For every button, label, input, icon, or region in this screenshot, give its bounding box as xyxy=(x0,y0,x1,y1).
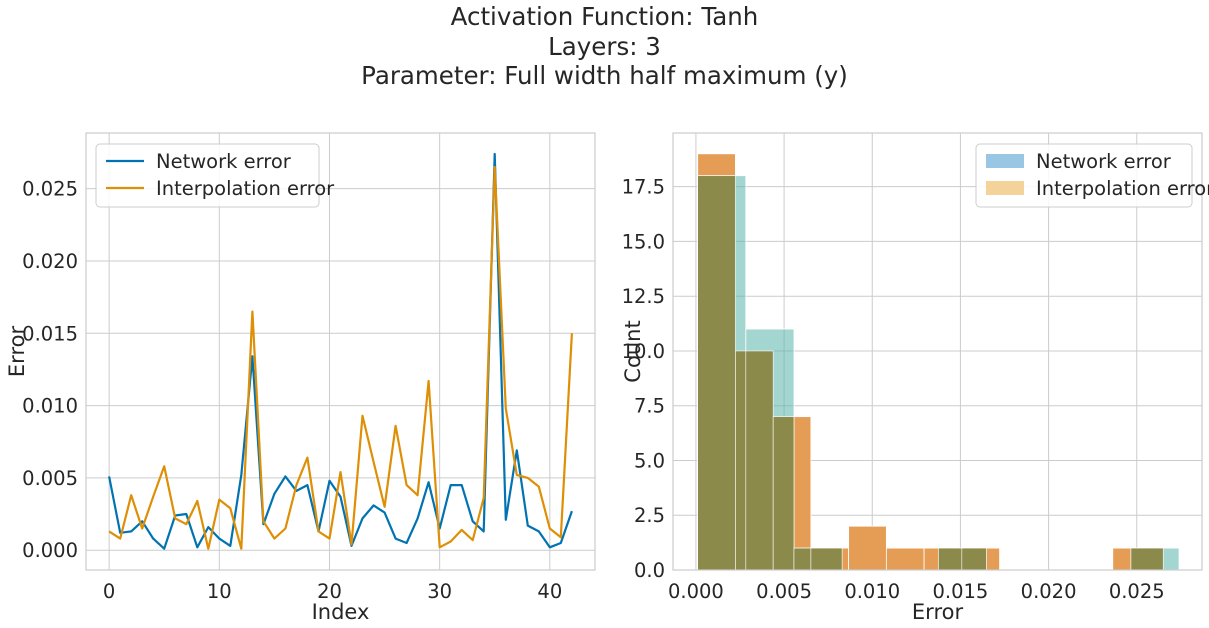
x-tick-label: 40 xyxy=(537,580,562,603)
x-tick-label: 0.020 xyxy=(1021,580,1077,603)
y-tick-label: 0.005 xyxy=(22,467,78,490)
x-axis-label: Index xyxy=(312,600,370,624)
legend-box xyxy=(95,143,320,208)
y-tick-label: 0.0 xyxy=(634,559,665,582)
legend-label: Interpolation error xyxy=(156,177,335,200)
x-tick-label: 0.010 xyxy=(844,580,900,603)
suptitle-line-layers: Layers: 3 xyxy=(548,31,661,61)
x-tick-label: 0.015 xyxy=(933,580,989,603)
y-axis-label: Count xyxy=(621,320,645,382)
legend-swatch xyxy=(986,154,1024,168)
x-tick-label: 0 xyxy=(103,580,115,603)
x-tick-label: 0.025 xyxy=(1109,580,1165,603)
legend-swatch xyxy=(986,181,1024,195)
x-tick-label: 20 xyxy=(317,580,342,603)
y-axis-label: Error xyxy=(5,326,29,378)
legend-label: Network error xyxy=(156,150,292,173)
x-axis-label: Error xyxy=(912,600,964,624)
error-histogram: 0.000 0.005 0.010 0.015 0.020 0.025 0.0 2.5 5.0 7… xyxy=(621,132,1209,624)
y-tick-label: 7.5 xyxy=(634,395,665,418)
legend-label: Interpolation error xyxy=(1036,177,1209,200)
y-tick-label: 0.000 xyxy=(22,539,78,562)
axes-frame xyxy=(672,132,1203,571)
legend-box xyxy=(975,143,1193,208)
suptitle-line-activation: Activation Function: Tanh xyxy=(450,2,759,31)
histogram-bar-interpolation-error xyxy=(885,547,925,571)
histogram-overlap xyxy=(793,547,812,571)
figure-suptitle: Activation Function: Tanh Layers: 3 Para… xyxy=(0,2,1209,91)
y-tick-label: 0.025 xyxy=(22,178,78,201)
suptitle-line-parameter: Parameter: Full width half maximum (y) xyxy=(361,61,848,90)
histogram-overlap xyxy=(1130,547,1164,571)
legend: Network error Interpolation error xyxy=(95,143,335,208)
histogram-overlap xyxy=(697,175,736,571)
series-line-network-error xyxy=(108,152,573,550)
y-tick-label: 5.0 xyxy=(634,449,665,472)
y-tick-label: 17.5 xyxy=(622,176,665,199)
y-tick-label: 2.5 xyxy=(634,504,665,527)
histogram-overlap xyxy=(938,547,963,571)
y-tick-label: 0.010 xyxy=(22,395,78,418)
legend: Network error Interpolation error xyxy=(975,143,1209,208)
x-tick-label: 0.000 xyxy=(668,580,724,603)
histogram-overlap xyxy=(745,350,774,571)
error-line-chart: 0 10 20 30 40 0.000 0.005 0.010 0.015 0.020 0.025 I… xyxy=(5,132,596,624)
histogram-overlap xyxy=(772,416,795,571)
histogram-overlap xyxy=(961,547,987,571)
y-tick-label: 15.0 xyxy=(622,230,665,253)
histogram-overlap xyxy=(810,547,843,571)
histogram-bar-interpolation-error xyxy=(848,525,887,571)
y-tick-label: 12.5 xyxy=(622,285,665,308)
y-tick-label: 10.0 xyxy=(622,340,665,363)
x-tick-label: 10 xyxy=(207,580,232,603)
axes-frame xyxy=(85,132,596,571)
series-line-interpolation-error xyxy=(108,165,573,550)
x-tick-label: 0.005 xyxy=(756,580,812,603)
x-tick-label: 30 xyxy=(427,580,452,603)
legend-label: Network error xyxy=(1036,150,1172,173)
y-tick-label: 0.020 xyxy=(22,250,78,273)
y-tick-label: 0.015 xyxy=(22,322,78,345)
histogram-overlap xyxy=(735,350,747,571)
